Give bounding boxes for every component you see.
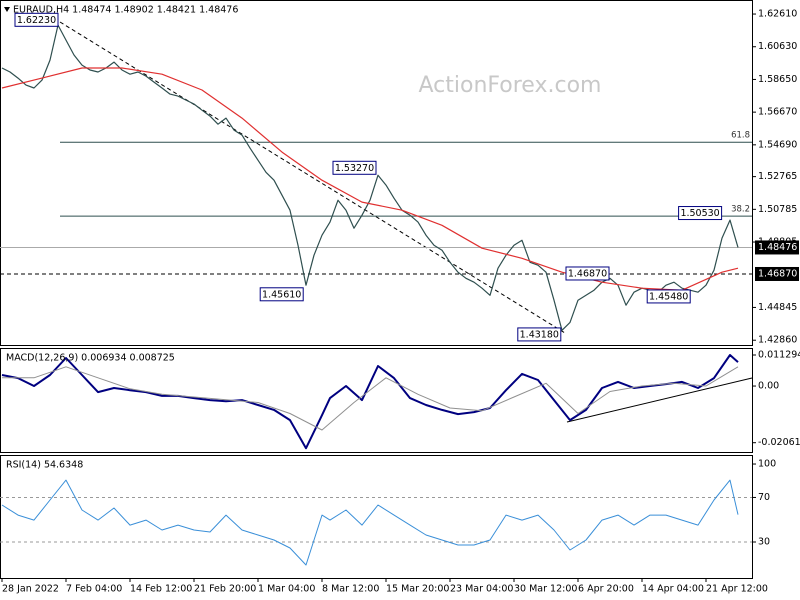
y-tick-label: 0.00 <box>758 381 779 392</box>
macd-trend-line <box>566 377 753 423</box>
y-tick-label: 1.58650 <box>758 74 797 85</box>
macd-panel <box>0 348 753 453</box>
annotation-label: 1.62230 <box>17 15 56 26</box>
watermark: ActionForex.com <box>419 73 602 98</box>
annotation-box <box>259 287 304 302</box>
level-box <box>755 266 799 281</box>
rsi-panel <box>0 455 753 579</box>
x-tick-label: 7 Feb 04:00 <box>66 584 122 595</box>
series-line <box>1 479 739 566</box>
annotation-box <box>565 266 610 281</box>
annotation-box <box>678 206 723 221</box>
x-tick-label: 15 Mar 20:00 <box>386 584 449 595</box>
y-tick-label: 1.54690 <box>758 139 797 150</box>
y-tick-label: 1.50785 <box>758 204 797 215</box>
x-tick-label: 30 Mar 12:00 <box>514 584 577 595</box>
y-tick-label: 1.56670 <box>758 107 797 118</box>
x-tick-label: 28 Jan 2022 <box>2 584 59 595</box>
symbol-icon <box>4 7 10 12</box>
y-tick-label: -0.020618 <box>758 437 800 448</box>
x-tick-label: 8 Mar 12:00 <box>322 584 379 595</box>
panel-title: RSI(14) 54.6348 <box>6 460 83 471</box>
x-tick-label: 14 Apr 04:00 <box>642 584 704 595</box>
x-tick-label: 21 Feb 20:00 <box>194 584 256 595</box>
annotation-label: 1.45480 <box>649 291 688 302</box>
annotation-box <box>517 327 562 342</box>
y-tick-label: 30 <box>758 537 770 548</box>
y-tick-label: 70 <box>758 492 770 503</box>
panel-title: MACD(12,26,9) 0.006934 0.008725 <box>6 353 175 364</box>
annotation-label: 1.43180 <box>520 329 559 340</box>
y-tick-label: 1.60630 <box>758 41 797 52</box>
annotation-label: 1.53270 <box>335 163 374 174</box>
y-tick-label: 100 <box>758 459 776 470</box>
price-box <box>755 240 799 255</box>
annotation-label: 1.45610 <box>262 289 301 300</box>
level-box-label: 1.46870 <box>758 268 797 279</box>
x-tick-label: 14 Feb 12:00 <box>130 584 192 595</box>
series-line <box>2 366 739 431</box>
y-tick-label: 1.44845 <box>758 302 797 313</box>
x-tick-label: 21 Apr 12:00 <box>706 584 768 595</box>
y-tick-label: 1.42860 <box>758 335 797 346</box>
x-tick-label: 1 Mar 04:00 <box>258 584 315 595</box>
annotation-box <box>646 289 691 304</box>
fib-label: 38.2 <box>731 205 750 215</box>
series-line <box>1 354 739 450</box>
fib-label: 61.8 <box>731 131 750 141</box>
annotation-label: 1.50530 <box>680 208 719 219</box>
annotation-box <box>332 160 377 175</box>
y-tick-label: 1.62610 <box>758 9 797 20</box>
price-panel <box>0 0 753 346</box>
x-tick-label: 23 Mar 04:00 <box>450 584 513 595</box>
trend-line <box>59 21 566 334</box>
y-tick-label: 1.52765 <box>758 171 797 182</box>
annotation-label: 1.46870 <box>568 268 607 279</box>
series-line <box>1 24 739 331</box>
price-box-label: 1.48476 <box>758 242 797 253</box>
y-tick-label: 0.011294 <box>758 349 800 360</box>
series-line <box>1 67 739 291</box>
x-tick-label: 6 Apr 20:00 <box>578 584 634 595</box>
panel-title: EURAUD,H4 1.48474 1.48902 1.48421 1.4847… <box>13 5 238 16</box>
annotation-box <box>14 12 59 27</box>
